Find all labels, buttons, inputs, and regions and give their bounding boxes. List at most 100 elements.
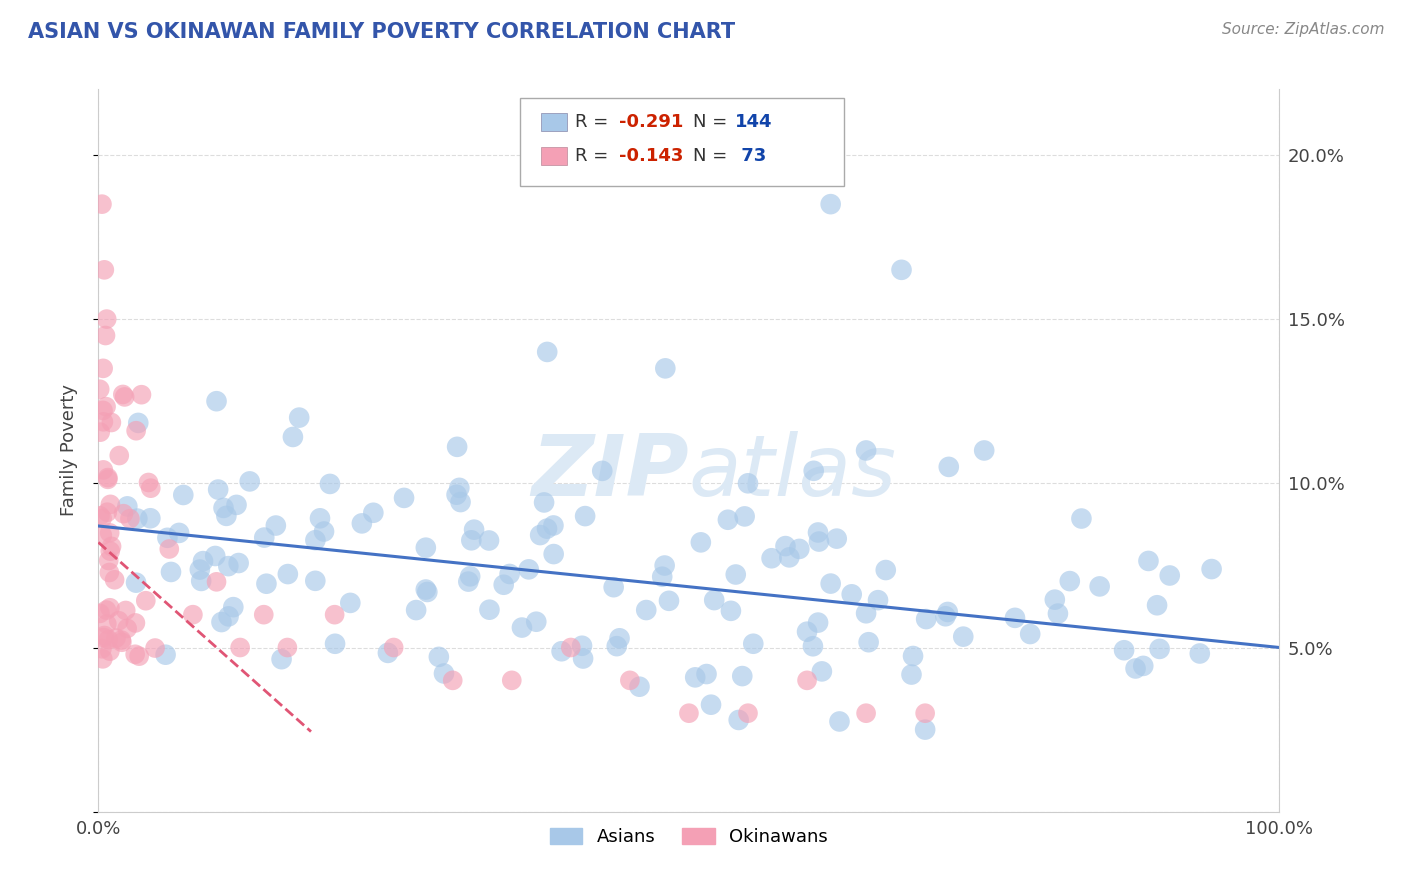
Point	[501, 673, 523, 688]
Point	[97, 553, 120, 567]
Point	[205, 574, 228, 589]
Text: ZIP: ZIP	[531, 431, 689, 514]
Point	[229, 640, 252, 655]
Point	[111, 635, 134, 649]
Text: N =: N =	[693, 147, 733, 165]
Point	[678, 706, 700, 721]
Point	[571, 639, 593, 653]
Point	[820, 197, 842, 211]
Point	[111, 387, 134, 401]
Point	[139, 511, 162, 525]
Point	[89, 382, 111, 396]
Point	[98, 644, 121, 658]
Point	[323, 607, 346, 622]
Point	[510, 621, 533, 635]
Point	[914, 723, 936, 737]
Point	[973, 443, 995, 458]
Point	[89, 508, 111, 523]
Point	[135, 593, 157, 607]
Point	[778, 550, 800, 565]
Point	[93, 415, 115, 429]
Point	[807, 615, 830, 630]
Point	[276, 640, 298, 655]
Point	[415, 582, 437, 597]
Point	[775, 539, 797, 553]
Point	[112, 507, 135, 521]
Point	[125, 424, 148, 438]
Point	[934, 609, 956, 624]
Point	[416, 585, 439, 599]
Point	[377, 646, 399, 660]
Point	[654, 361, 676, 376]
Point	[550, 644, 572, 658]
Point	[796, 624, 818, 639]
Y-axis label: Family Poverty: Family Poverty	[59, 384, 77, 516]
Point	[270, 652, 292, 666]
Point	[717, 513, 740, 527]
Point	[138, 475, 160, 490]
Point	[114, 603, 136, 617]
Point	[602, 580, 624, 594]
Point	[796, 673, 818, 688]
Point	[628, 680, 651, 694]
Point	[938, 459, 960, 474]
Point	[731, 669, 754, 683]
Point	[825, 532, 848, 546]
Point	[212, 500, 235, 515]
Point	[761, 551, 783, 566]
Point	[696, 667, 718, 681]
Point	[446, 488, 468, 502]
Point	[700, 698, 723, 712]
Text: ASIAN VS OKINAWAN FAMILY POVERTY CORRELATION CHART: ASIAN VS OKINAWAN FAMILY POVERTY CORRELA…	[28, 22, 735, 42]
Text: atlas: atlas	[689, 431, 897, 514]
Point	[304, 533, 326, 548]
Point	[350, 516, 373, 531]
Point	[127, 416, 149, 430]
Point	[606, 639, 628, 653]
Point	[651, 570, 673, 584]
Point	[107, 614, 129, 628]
Point	[517, 562, 540, 576]
Point	[93, 263, 115, 277]
Point	[172, 488, 194, 502]
Point	[807, 534, 830, 549]
Point	[191, 554, 214, 568]
Point	[96, 616, 118, 631]
Point	[449, 481, 471, 495]
Point	[858, 635, 880, 649]
Point	[125, 575, 148, 590]
Point	[427, 649, 450, 664]
Point	[319, 477, 342, 491]
Point	[215, 508, 238, 523]
Point	[405, 603, 427, 617]
Point	[807, 525, 830, 540]
Point	[936, 605, 959, 619]
Point	[1149, 641, 1171, 656]
Point	[89, 607, 111, 621]
Text: R =: R =	[575, 147, 614, 165]
Point	[492, 578, 515, 592]
Point	[915, 612, 938, 626]
Point	[254, 576, 277, 591]
Point	[1004, 611, 1026, 625]
Point	[689, 535, 711, 549]
Point	[900, 667, 922, 681]
Point	[683, 670, 706, 684]
Point	[901, 648, 924, 663]
Point	[97, 470, 120, 484]
Point	[801, 639, 824, 653]
Point	[737, 476, 759, 491]
Point	[222, 600, 245, 615]
Point	[91, 528, 114, 542]
Point	[155, 648, 177, 662]
Point	[143, 641, 166, 656]
Point	[114, 390, 136, 404]
Point	[1201, 562, 1223, 576]
Point	[811, 665, 834, 679]
Point	[211, 615, 233, 629]
Point	[91, 403, 114, 417]
Point	[96, 603, 118, 617]
Point	[264, 518, 287, 533]
Point	[160, 565, 183, 579]
Point	[458, 569, 481, 583]
